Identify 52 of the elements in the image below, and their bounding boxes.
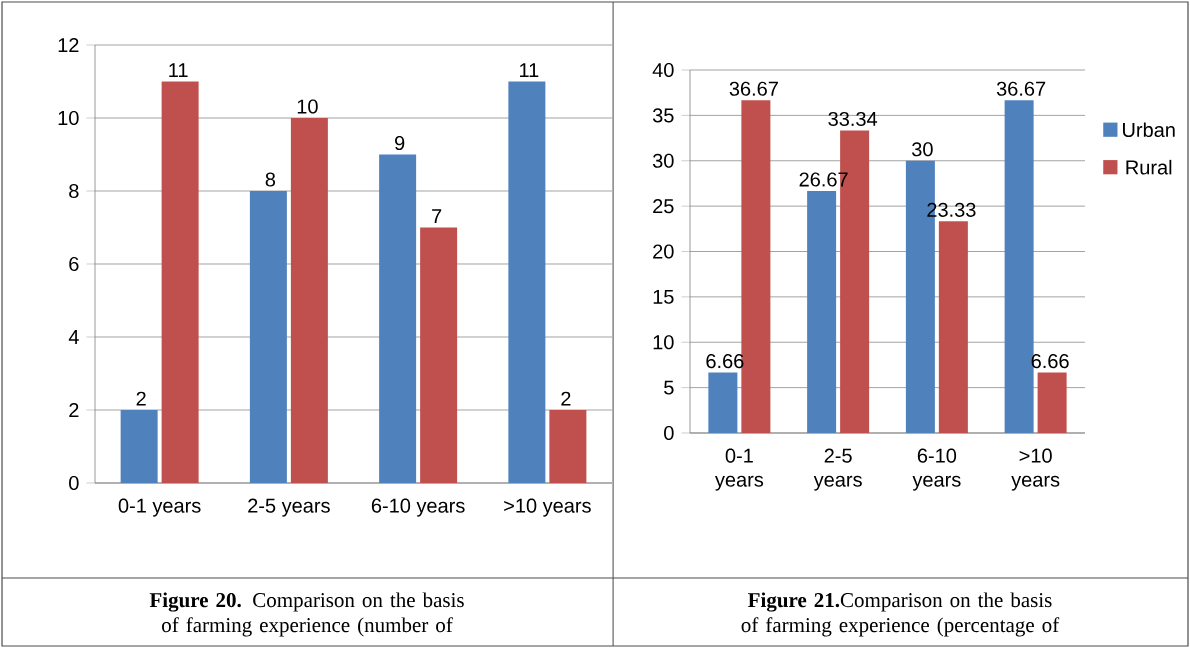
data-label: 7: [432, 209, 442, 224]
data-label: 2: [561, 391, 571, 406]
data-label: 10: [297, 99, 318, 114]
y-tick-label: 5: [664, 380, 674, 395]
bar: [249, 191, 287, 483]
data-label: 2: [136, 391, 146, 406]
bar: [938, 221, 968, 433]
data-label: 11: [169, 63, 188, 78]
data-label: 33.34: [828, 111, 878, 127]
y-tick-label: 10: [653, 335, 674, 350]
bar: [161, 81, 199, 483]
x-tick-label: 2-5 years: [813, 448, 862, 491]
y-tick-label: 8: [69, 183, 79, 199]
x-tick-label: 2-5 years: [248, 498, 330, 517]
y-tick-label: 0: [69, 475, 79, 491]
x-tick-label: >10 years: [504, 498, 591, 517]
x-tick-label: 6-10 years: [371, 498, 465, 517]
bar: [549, 410, 587, 483]
legend-label: Rural: [1126, 159, 1172, 175]
data-label: 36.67: [729, 81, 778, 96]
y-tick-label: 2: [69, 403, 79, 417]
x-tick-label: 0-1 years: [714, 448, 764, 491]
bar: [120, 410, 158, 483]
text: Figure 20. Comparison on the basis of farming experience (number of: [149, 592, 464, 637]
bar: [508, 81, 546, 483]
text: Figure 21.Comparison on the basis of farming experience (percentage of: [741, 592, 1060, 637]
y-tick-label: 15: [653, 289, 674, 304]
x-tick-label: >10 years: [1011, 448, 1060, 491]
y-tick-label: 30: [652, 153, 674, 168]
data-label: 8: [265, 172, 276, 187]
x-tick-label: 0-1 years: [118, 498, 201, 517]
data-label: 36.67: [996, 81, 1046, 96]
data-label: 30: [912, 142, 933, 157]
bar: [807, 190, 837, 433]
y-tick-label: 20: [653, 244, 674, 259]
legend-label: Urban: [1123, 122, 1175, 138]
y-tick-label: 35: [652, 108, 674, 123]
y-tick-label: 0: [664, 425, 674, 441]
data-label: 11: [520, 63, 539, 78]
bar: [379, 154, 417, 483]
y-tick-label: 10: [58, 110, 79, 126]
bar: [290, 118, 328, 483]
bar: [420, 227, 458, 483]
data-label: 9: [395, 135, 405, 151]
y-tick-label: 6: [69, 256, 79, 272]
bar: [1037, 372, 1067, 433]
y-tick-label: 40: [652, 62, 674, 78]
bar: [708, 372, 738, 433]
y-tick-label: 4: [68, 330, 79, 344]
y-tick-label: 12: [58, 38, 79, 52]
y-tick-label: 25: [653, 199, 674, 214]
x-tick-label: 6-10 years: [912, 448, 961, 491]
